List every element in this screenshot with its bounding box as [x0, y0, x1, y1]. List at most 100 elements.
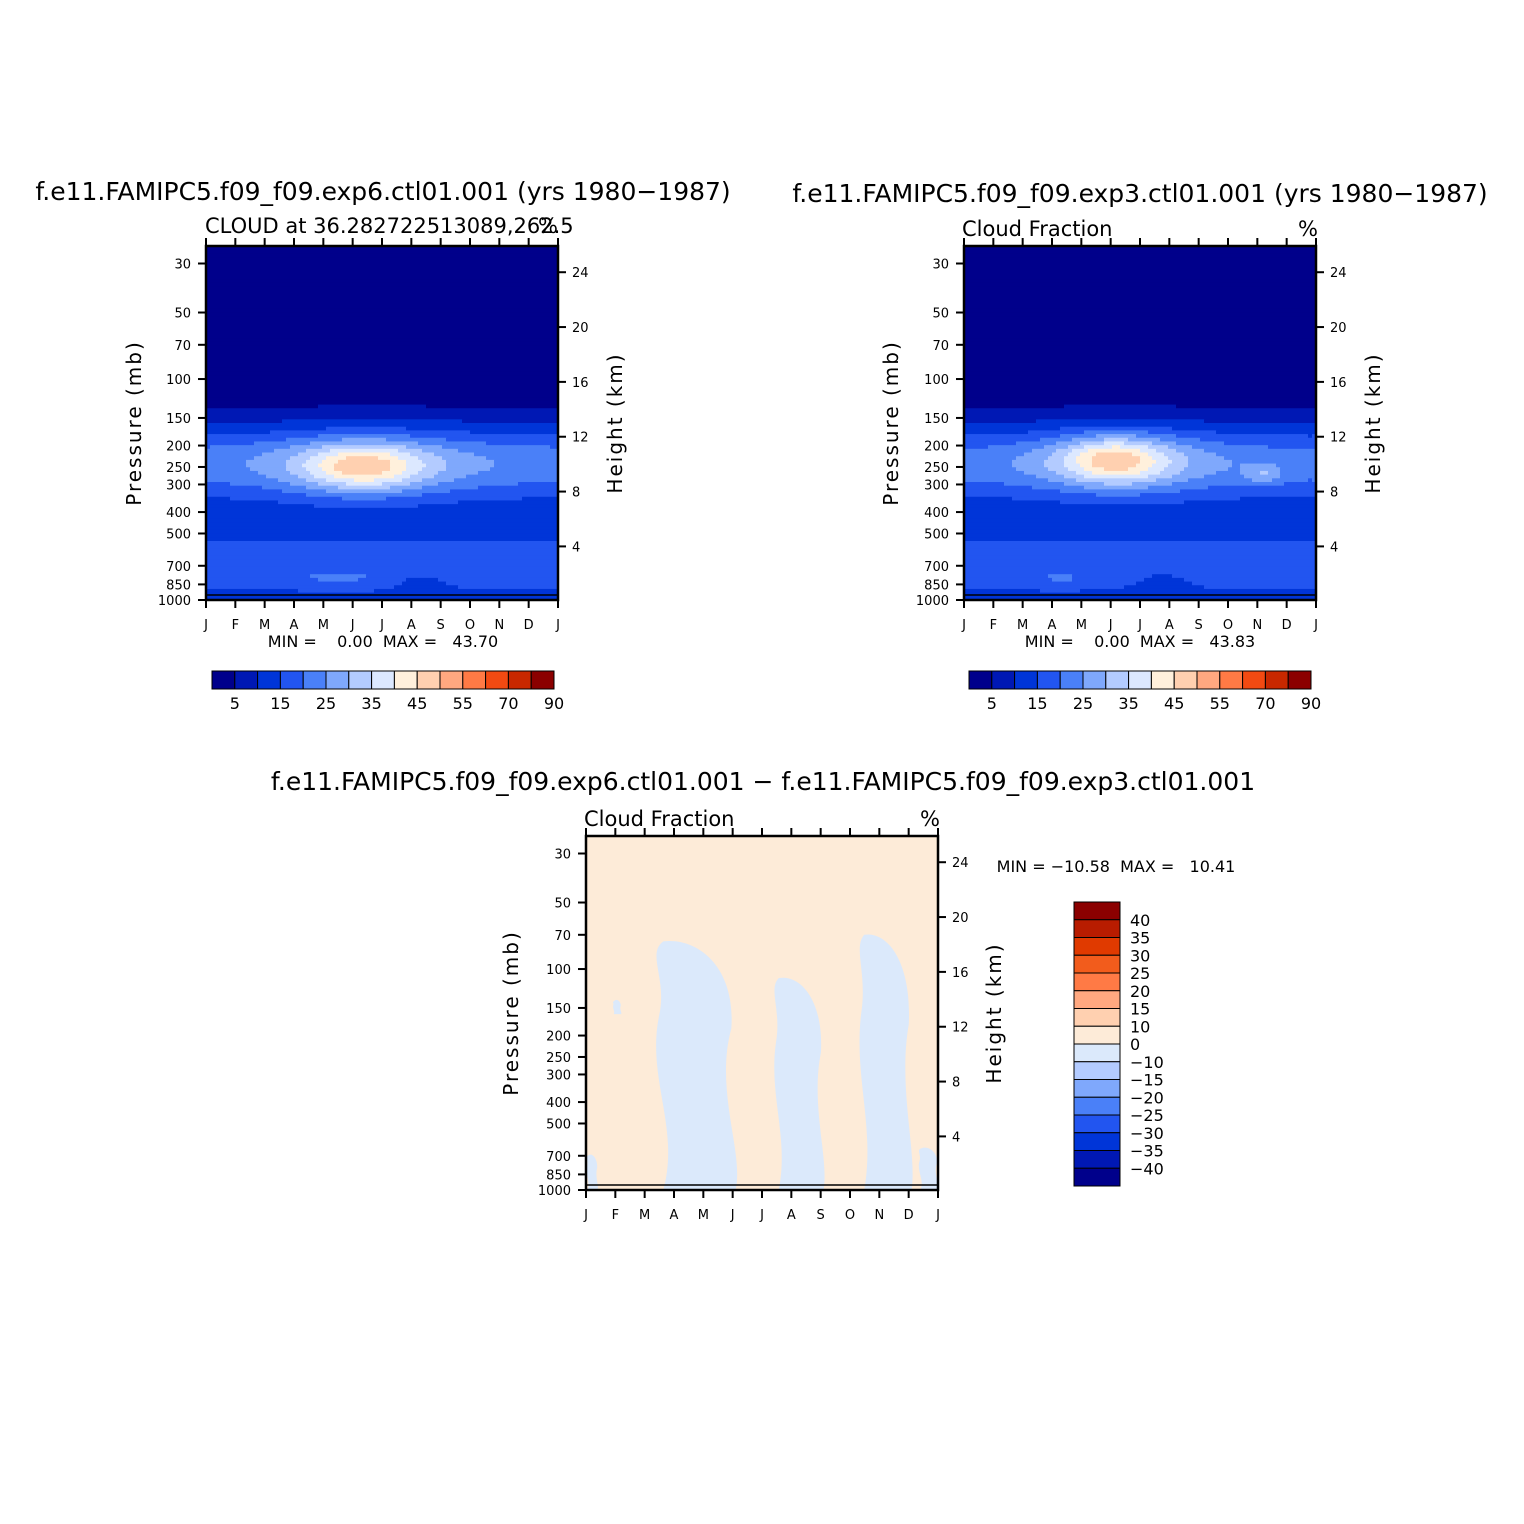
colorbar-label: 25 — [1073, 694, 1093, 713]
x-tick-label: J — [1137, 618, 1142, 633]
colorbar-swatch — [1264, 670, 1289, 690]
pressure-tick-label: 30 — [554, 847, 571, 862]
colorbar-swatch — [1073, 954, 1121, 974]
height-tick-label: 8 — [1330, 486, 1338, 501]
panel-difference: f.e11.FAMIPC5.f09_f09.exp6.ctl01.001 − f… — [271, 767, 1255, 1223]
pressure-tick-label: 70 — [554, 929, 571, 944]
height-tick-label: 20 — [572, 321, 589, 336]
panel-subtitle: Cloud Fraction — [584, 807, 735, 831]
y-axis-label: Pressure (mb) — [122, 340, 146, 506]
pressure-tick-label: 250 — [924, 461, 949, 476]
colorbar-swatch — [507, 670, 532, 690]
colorbar-label: 15 — [270, 694, 290, 713]
pressure-tick-label: 400 — [924, 506, 949, 521]
height-tick-label: 8 — [952, 1076, 960, 1091]
x-tick-label: D — [904, 1208, 914, 1223]
colorbar-label: −25 — [1130, 1106, 1164, 1125]
panel-title: f.e11.FAMIPC5.f09_f09.exp3.ctl01.001 (yr… — [792, 179, 1487, 208]
panel-subtitle: CLOUD at 36.282722513089,262.5 — [205, 214, 574, 238]
x-tick-label: J — [350, 618, 355, 633]
x-tick-label: O — [845, 1208, 855, 1223]
colorbar-swatch — [1287, 670, 1312, 690]
colorbar-swatch — [416, 670, 441, 690]
panel-title: f.e11.FAMIPC5.f09_f09.exp6.ctl01.001 − f… — [271, 767, 1255, 796]
height-tick-label: 8 — [572, 486, 580, 501]
pressure-tick-label: 200 — [924, 440, 949, 455]
colorbar-label: −10 — [1130, 1053, 1164, 1072]
colorbar-swatch — [1073, 1096, 1121, 1116]
colorbar-swatch — [1242, 670, 1266, 690]
colorbar-label: −15 — [1130, 1071, 1164, 1090]
pressure-tick-label: 700 — [924, 560, 949, 575]
colorbar-swatch — [1073, 901, 1121, 921]
height-tick-label: 12 — [952, 1021, 969, 1036]
pressure-tick-label: 150 — [546, 1002, 571, 1017]
x-tick-label: M — [1017, 618, 1028, 633]
colorbar-swatch — [1073, 1025, 1121, 1045]
x-tick-label: A — [1165, 618, 1174, 633]
pressure-tick-label: 150 — [924, 412, 949, 427]
x-tick-label: M — [698, 1208, 709, 1223]
y2-axis-label: Height (km) — [1361, 352, 1385, 493]
colorbar-label: 15 — [1027, 694, 1047, 713]
height-tick-label: 16 — [952, 966, 969, 981]
colorbar-swatch — [1073, 1150, 1121, 1169]
colorbar-label: 45 — [407, 694, 427, 713]
pressure-tick-label: 250 — [166, 461, 191, 476]
colorbar-label: 45 — [1164, 694, 1184, 713]
colorbar-swatch — [485, 670, 509, 690]
colorbar-label: 90 — [1301, 694, 1321, 713]
colorbar-label: 35 — [1130, 929, 1150, 948]
pressure-tick-label: 100 — [546, 963, 571, 978]
colorbar-swatch — [1073, 919, 1121, 938]
pressure-tick-label: 1000 — [916, 594, 949, 609]
x-tick-label: S — [1195, 618, 1203, 633]
colorbar-swatch — [1059, 670, 1084, 690]
colorbar-label: 35 — [361, 694, 381, 713]
height-tick-label: 24 — [572, 266, 589, 281]
colorbar-swatch — [1073, 990, 1121, 1009]
colorbar-label: −30 — [1130, 1124, 1164, 1143]
pressure-tick-label: 50 — [932, 307, 949, 322]
pressure-tick-label: 500 — [166, 527, 191, 542]
x-tick-label: D — [1282, 618, 1292, 633]
colorbar-swatch — [302, 670, 327, 690]
colorbar-swatch — [234, 670, 259, 690]
contour-plot — [206, 246, 558, 600]
panel-exp3: f.e11.FAMIPC5.f09_f09.exp3.ctl01.001 (yr… — [792, 179, 1487, 713]
colorbar-label: 30 — [1130, 946, 1150, 965]
pressure-tick-label: 850 — [924, 578, 949, 593]
colorbar-swatch — [1073, 1061, 1121, 1080]
pressure-tick-label: 400 — [546, 1096, 571, 1111]
pressure-tick-label: 400 — [166, 506, 191, 521]
units-label: % — [538, 214, 558, 238]
colorbar-swatch — [1173, 670, 1198, 690]
colorbar-swatch — [530, 670, 555, 690]
colorbar-label: 90 — [544, 694, 564, 713]
x-tick-label: D — [524, 618, 534, 633]
x-tick-label: S — [437, 618, 445, 633]
y2-axis-label: Height (km) — [982, 942, 1006, 1083]
pressure-tick-label: 300 — [546, 1068, 571, 1083]
colorbar: 5 15 25 35 45 55 70 90 — [211, 670, 564, 713]
colorbar-swatch — [279, 670, 304, 690]
pressure-tick-label: 30 — [932, 257, 949, 272]
x-tick-label: O — [465, 618, 475, 633]
height-tick-label: 24 — [1330, 266, 1347, 281]
colorbar-swatch — [1073, 1114, 1121, 1134]
colorbar-swatch — [1073, 972, 1121, 992]
height-tick-label: 24 — [952, 856, 969, 871]
colorbar-label: 55 — [453, 694, 473, 713]
x-tick-label: F — [612, 1208, 619, 1223]
colorbar-swatch — [211, 670, 236, 690]
colorbar-swatch — [991, 670, 1016, 690]
colorbar-label: −40 — [1130, 1159, 1164, 1178]
colorbar-swatch — [1219, 670, 1244, 690]
pressure-tick-label: 1000 — [538, 1184, 571, 1199]
x-tick-label: S — [817, 1208, 825, 1223]
height-tick-label: 12 — [572, 431, 589, 446]
pressure-tick-label: 70 — [932, 339, 949, 354]
x-tick-label: A — [1048, 618, 1057, 633]
colorbar-label: −35 — [1130, 1142, 1164, 1161]
colorbar-swatch — [1105, 670, 1130, 690]
